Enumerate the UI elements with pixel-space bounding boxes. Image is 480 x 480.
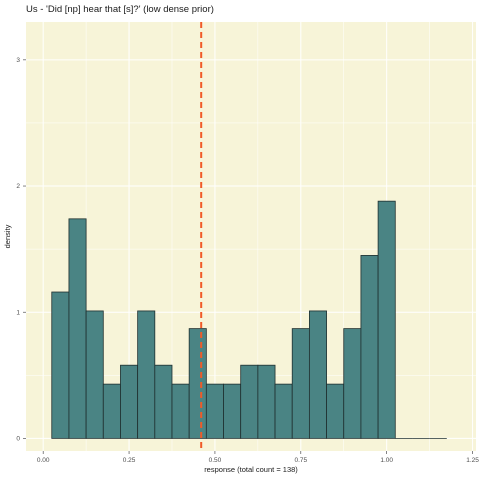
histogram-bar [326, 383, 345, 439]
y-tick-label: 3 [16, 57, 20, 64]
histogram-bar [188, 328, 207, 439]
histogram-bar [308, 310, 327, 439]
histogram-bar [360, 255, 379, 439]
histogram-bar [51, 291, 70, 439]
histogram-bar [257, 364, 276, 439]
x-tick-label: 1.00 [380, 457, 393, 464]
histogram-bar [343, 328, 362, 439]
x-tick-label: 1.25 [466, 457, 479, 464]
x-axis-ticks: 0.00 0.25 0.50 0.75 1.00 1.25 [37, 451, 479, 464]
histogram-bar [274, 383, 293, 439]
y-tick-label: 2 [16, 183, 20, 190]
y-tick-label: 0 [16, 436, 20, 443]
x-axis-label: response (total count = 138) [204, 465, 298, 474]
histogram-bar [171, 383, 190, 439]
x-tick-label: 0.50 [209, 457, 222, 464]
y-axis-ticks: 0 1 2 3 [16, 57, 26, 443]
x-tick-label: 0.75 [294, 457, 307, 464]
histogram-bar [85, 310, 104, 439]
histogram-bar [205, 383, 224, 439]
histogram-bar [291, 328, 310, 439]
x-tick-label: 0.25 [123, 457, 136, 464]
y-axis-label: density [3, 224, 12, 248]
histogram-bar [154, 364, 173, 439]
histogram-bar [137, 310, 156, 439]
histogram-bars [51, 200, 447, 439]
chart-title: Us - 'Did [np] hear that [s]?' (low dens… [26, 4, 214, 15]
histogram-bar [120, 364, 139, 439]
histogram-bar [102, 383, 121, 439]
histogram-bar [377, 200, 396, 439]
histogram-bar [223, 383, 242, 439]
y-tick-label: 1 [16, 309, 20, 316]
histogram-bar [68, 218, 87, 439]
x-tick-label: 0.00 [37, 457, 50, 464]
histogram-bar [240, 364, 259, 439]
